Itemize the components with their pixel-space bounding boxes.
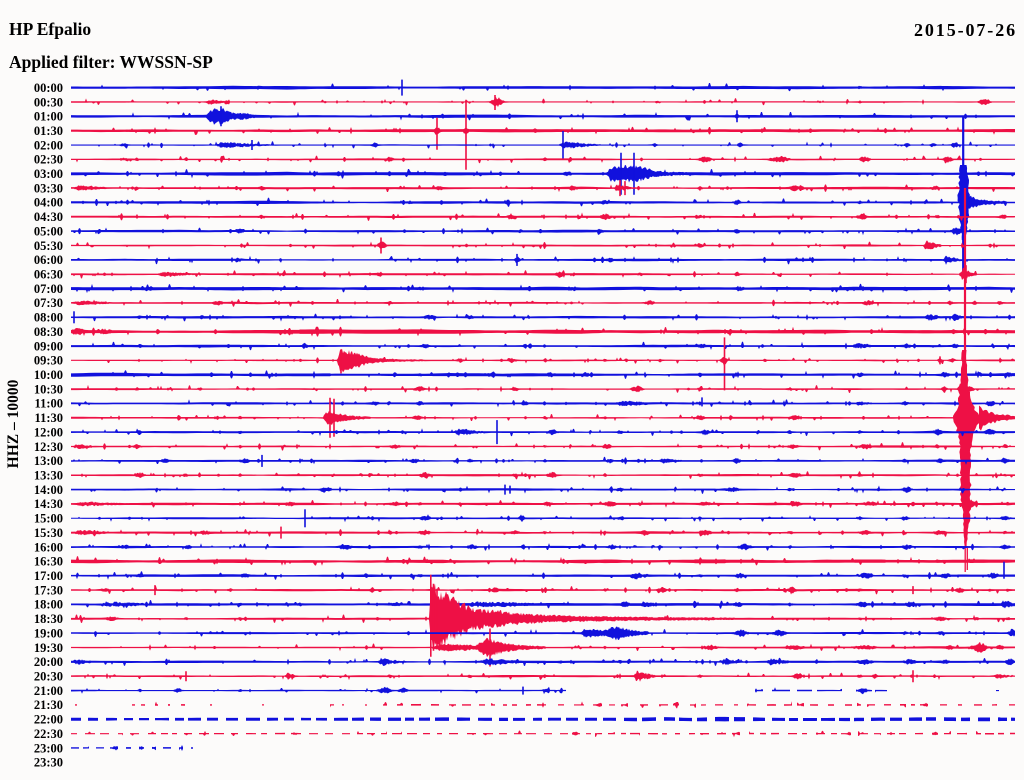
svg-text:08:30: 08:30 — [34, 325, 63, 339]
svg-text:Applied filter: WWSSN-SP: Applied filter: WWSSN-SP — [9, 52, 213, 72]
svg-text:04:30: 04:30 — [34, 210, 63, 224]
svg-text:09:30: 09:30 — [34, 354, 63, 368]
svg-text:02:00: 02:00 — [34, 138, 63, 152]
svg-text:18:00: 18:00 — [34, 598, 63, 612]
svg-text:14:00: 14:00 — [34, 483, 63, 497]
svg-text:12:00: 12:00 — [34, 425, 63, 439]
svg-text:18:30: 18:30 — [34, 612, 63, 626]
svg-text:23:30: 23:30 — [34, 756, 63, 770]
svg-text:03:30: 03:30 — [34, 181, 63, 195]
svg-text:17:30: 17:30 — [34, 583, 63, 597]
svg-text:10:00: 10:00 — [34, 368, 63, 382]
svg-text:14:30: 14:30 — [34, 497, 63, 511]
svg-text:19:30: 19:30 — [34, 641, 63, 655]
svg-text:10:30: 10:30 — [34, 382, 63, 396]
svg-text:07:00: 07:00 — [34, 282, 63, 296]
svg-text:23:00: 23:00 — [34, 741, 63, 755]
svg-text:21:30: 21:30 — [34, 698, 63, 712]
svg-text:22:00: 22:00 — [34, 713, 63, 727]
svg-text:15:30: 15:30 — [34, 526, 63, 540]
svg-text:01:00: 01:00 — [34, 110, 63, 124]
svg-text:20:30: 20:30 — [34, 670, 63, 684]
svg-text:07:30: 07:30 — [34, 296, 63, 310]
svg-text:00:30: 00:30 — [34, 95, 63, 109]
svg-text:11:00: 11:00 — [35, 397, 63, 411]
svg-text:03:00: 03:00 — [34, 167, 63, 181]
svg-text:05:00: 05:00 — [34, 225, 63, 239]
svg-text:13:00: 13:00 — [34, 454, 63, 468]
svg-text:02:30: 02:30 — [34, 153, 63, 167]
svg-text:21:00: 21:00 — [34, 684, 63, 698]
svg-text:06:00: 06:00 — [34, 253, 63, 267]
svg-text:05:30: 05:30 — [34, 239, 63, 253]
svg-text:08:00: 08:00 — [34, 311, 63, 325]
svg-text:00:00: 00:00 — [34, 81, 63, 95]
svg-text:2015-07-26: 2015-07-26 — [914, 20, 1017, 40]
svg-text:09:00: 09:00 — [34, 339, 63, 353]
svg-text:01:30: 01:30 — [34, 124, 63, 138]
svg-text:20:00: 20:00 — [34, 655, 63, 669]
svg-text:13:30: 13:30 — [34, 469, 63, 483]
svg-text:17:00: 17:00 — [34, 569, 63, 583]
svg-text:HP Efpalio: HP Efpalio — [9, 19, 91, 39]
svg-text:16:30: 16:30 — [34, 555, 63, 569]
svg-text:22:30: 22:30 — [34, 727, 63, 741]
svg-text:HHZ – 10000: HHZ – 10000 — [5, 379, 22, 468]
svg-text:06:30: 06:30 — [34, 268, 63, 282]
svg-text:04:00: 04:00 — [34, 196, 63, 210]
svg-text:19:00: 19:00 — [34, 626, 63, 640]
svg-text:11:30: 11:30 — [35, 411, 63, 425]
svg-text:15:00: 15:00 — [34, 512, 63, 526]
svg-text:16:00: 16:00 — [34, 540, 63, 554]
svg-text:12:30: 12:30 — [34, 440, 63, 454]
